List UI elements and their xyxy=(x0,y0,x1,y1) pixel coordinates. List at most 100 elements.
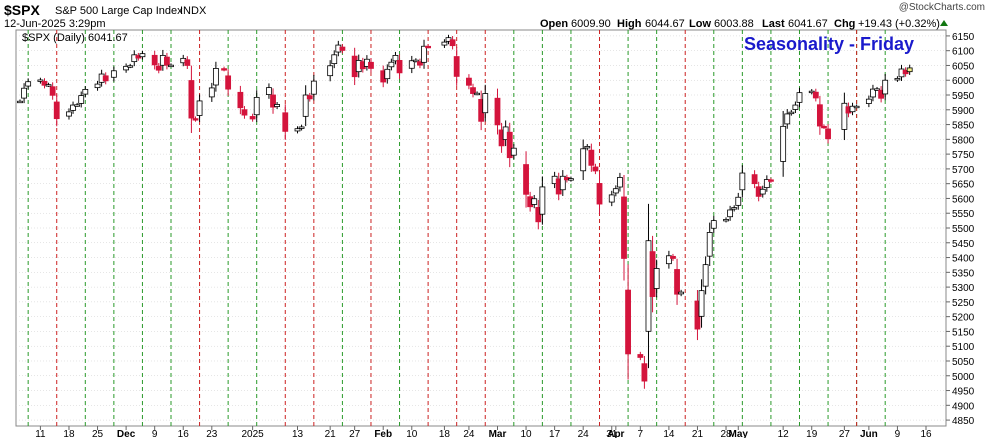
x-tick-label: 16 xyxy=(920,429,932,438)
candle-body xyxy=(816,104,823,127)
candle-body xyxy=(535,207,542,223)
candle-body xyxy=(168,64,174,68)
candle-body xyxy=(384,68,391,80)
candle-body xyxy=(853,105,860,109)
horizontal-gridlines xyxy=(16,35,946,421)
candle-body xyxy=(482,93,489,114)
y-tick-label: 5000 xyxy=(952,372,975,383)
candle-body xyxy=(392,55,399,62)
candle-body xyxy=(208,87,215,98)
candle-body xyxy=(702,264,709,287)
candle-body xyxy=(698,290,705,317)
candle-body xyxy=(665,255,672,265)
candle-body xyxy=(568,178,574,181)
candle-body xyxy=(49,86,56,96)
candle-body xyxy=(225,75,232,90)
x-tick-label: 25 xyxy=(92,429,104,438)
open-label: Open xyxy=(540,18,568,30)
y-tick-label: 5300 xyxy=(952,283,975,294)
candle-body xyxy=(41,80,48,86)
candle-body xyxy=(874,88,880,91)
candle-body xyxy=(870,88,876,98)
x-tick-label: 28 xyxy=(720,429,732,438)
candle-body xyxy=(539,186,546,215)
candle-body xyxy=(221,68,227,71)
x-tick-label: 9 xyxy=(152,429,158,438)
candle-body xyxy=(523,164,529,195)
high-label: High xyxy=(617,18,642,30)
candle-body xyxy=(617,177,623,188)
y-tick-label: 6050 xyxy=(952,61,975,72)
candle-body xyxy=(339,46,346,51)
candle-body xyxy=(388,61,395,68)
candle-body xyxy=(474,92,480,96)
x-tick-label: 21 xyxy=(692,429,704,438)
candle-body xyxy=(841,102,848,130)
chg-value: +19.43 (+0.32%) xyxy=(858,18,940,30)
chg-label: Chg xyxy=(834,18,855,30)
candle-body xyxy=(331,54,338,65)
y-tick-label: 5950 xyxy=(952,91,975,102)
candle-body xyxy=(127,65,134,68)
y-tick-label: 5550 xyxy=(952,209,975,220)
y-tick-label: 5600 xyxy=(952,194,975,205)
candle-body xyxy=(453,56,460,77)
candle-body xyxy=(282,112,289,132)
candle-body xyxy=(621,196,627,259)
candle-body xyxy=(368,61,374,69)
x-tick-label: 23 xyxy=(206,429,218,438)
candle-body xyxy=(849,105,856,113)
y-tick-label: 5650 xyxy=(952,180,975,191)
y-tick-label: 5350 xyxy=(952,268,975,279)
candle-body xyxy=(470,87,476,94)
candle-body xyxy=(731,207,738,210)
candle-body xyxy=(670,255,676,259)
candle-body xyxy=(596,183,603,205)
candle-body xyxy=(25,81,32,87)
candle-body xyxy=(735,196,742,206)
up-arrow-icon xyxy=(940,20,948,26)
date-label: 12-Jun-2025 3:29pm xyxy=(4,18,106,30)
candle-body xyxy=(37,79,44,82)
candle-body xyxy=(441,41,448,46)
candle-body xyxy=(608,194,615,203)
candle-body xyxy=(82,89,89,95)
candle-body xyxy=(70,104,76,111)
candle-body xyxy=(588,149,595,166)
y-tick-label: 5900 xyxy=(952,106,975,117)
candle-body xyxy=(625,289,631,355)
y-tick-label: 5050 xyxy=(952,357,975,368)
candle-body xyxy=(506,131,513,159)
x-tick-label: 27 xyxy=(839,429,851,438)
y-tick-label: 6100 xyxy=(952,47,975,58)
chart-title: Seasonality - Friday xyxy=(744,34,914,54)
x-tick-label: Mar xyxy=(489,429,507,438)
x-tick-label: 16 xyxy=(178,429,190,438)
candle-body xyxy=(155,65,162,71)
high-value: 6044.67 xyxy=(645,18,685,30)
y-tick-label: 5700 xyxy=(952,165,975,176)
candle-body xyxy=(408,60,415,69)
candle-body xyxy=(865,98,872,104)
symbol-label: $SPX xyxy=(4,2,40,18)
candle-body xyxy=(327,65,334,77)
x-tick-label: 27 xyxy=(349,429,361,438)
x-tick-label: 17 xyxy=(549,429,561,438)
legend-label: $SPX (Daily) 6041.67 xyxy=(22,32,128,44)
candle-body xyxy=(164,56,170,66)
x-tick-label: 2025 xyxy=(241,429,264,438)
candle-body xyxy=(592,166,599,172)
x-tick-label: May xyxy=(729,429,749,438)
candle-body xyxy=(906,67,913,73)
x-tick-label: 18 xyxy=(439,429,451,438)
candle-body xyxy=(151,54,158,66)
exchange-label: INDX xyxy=(180,5,207,17)
candle-body xyxy=(212,68,219,86)
candle-body xyxy=(184,59,191,66)
y-tick-label: 5150 xyxy=(952,327,975,338)
x-tick-label: 14 xyxy=(663,429,675,438)
candle-body xyxy=(784,113,791,125)
candle-body xyxy=(768,179,774,182)
x-tick-label: 7 xyxy=(638,429,644,438)
